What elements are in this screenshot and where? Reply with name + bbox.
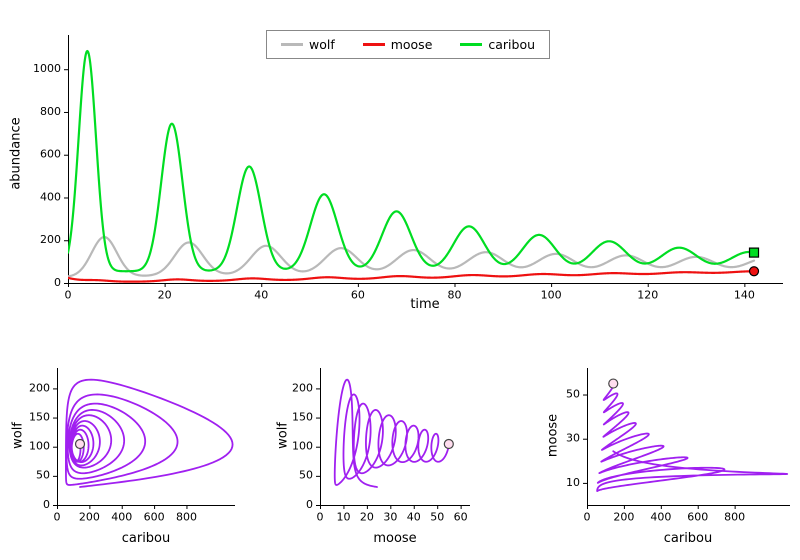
timeseries-xlabel: time xyxy=(410,297,440,312)
caribou-line-swatch xyxy=(460,43,483,46)
legend-label-wolf: wolf xyxy=(308,37,335,52)
legend: wolf moose caribou xyxy=(266,30,550,59)
phase2-ylabel: wolf xyxy=(275,422,291,449)
legend-label-caribou: caribou xyxy=(488,37,536,52)
phase1-xlabel: caribou xyxy=(121,531,171,546)
phase3-xlabel: caribou xyxy=(663,531,713,546)
moose-line-swatch xyxy=(362,43,385,46)
phase1-ylabel: wolf xyxy=(10,422,26,449)
timeseries-ylabel: abundance xyxy=(8,117,24,190)
legend-entry-moose: moose xyxy=(362,37,433,52)
phase3-ylabel: moose xyxy=(545,413,561,458)
legend-label-moose: moose xyxy=(390,37,433,52)
phase2-xlabel: moose xyxy=(373,531,417,546)
legend-entry-caribou: caribou xyxy=(460,37,535,52)
legend-entry-wolf: wolf xyxy=(280,37,335,52)
wolf-line-swatch xyxy=(280,43,303,46)
